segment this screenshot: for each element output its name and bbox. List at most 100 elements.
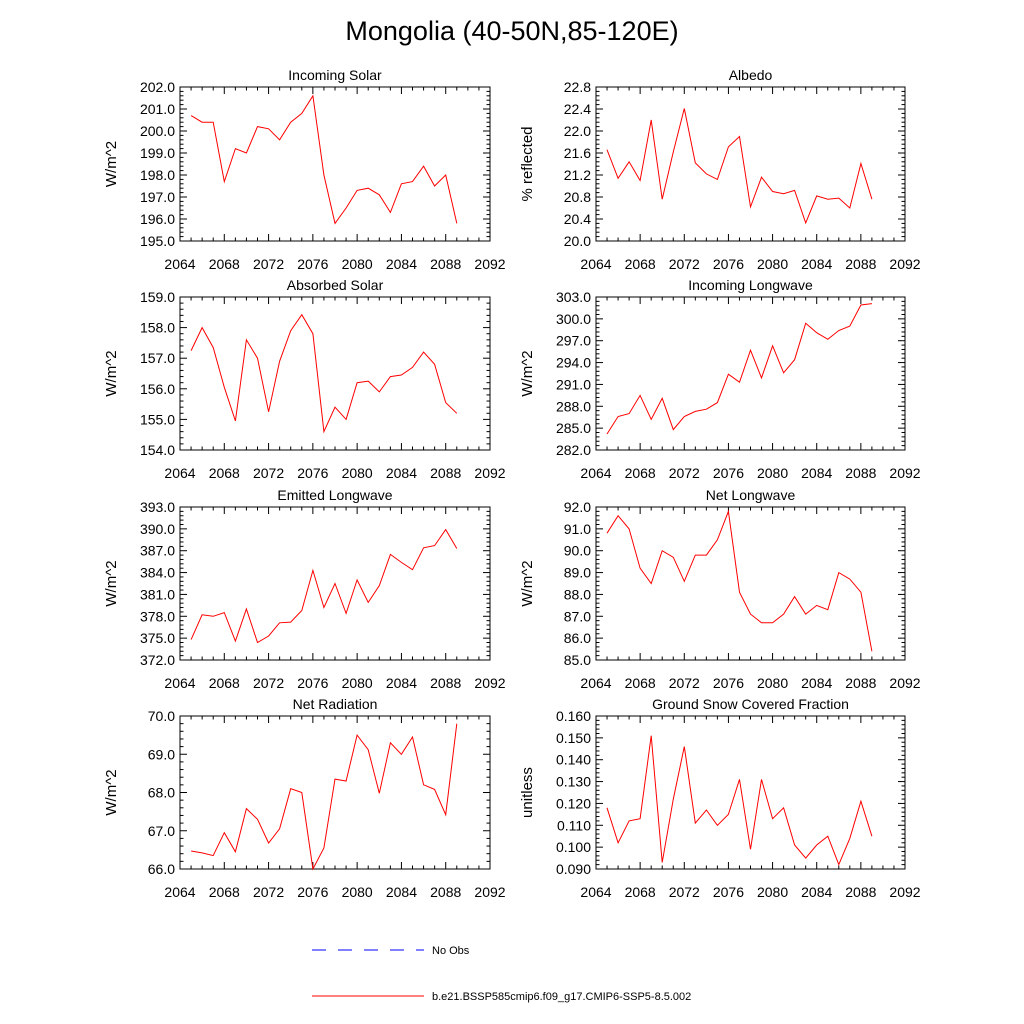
y-tick-label: 372.0 bbox=[140, 652, 175, 668]
y-tick-label: 0.160 bbox=[556, 708, 591, 724]
x-tick-label: 2088 bbox=[430, 465, 461, 481]
y-tick-label: 20.4 bbox=[564, 211, 591, 227]
x-tick-label: 2072 bbox=[669, 256, 700, 272]
panel-title: Albedo bbox=[729, 67, 773, 83]
y-tick-label: 390.0 bbox=[140, 521, 175, 537]
panel-5: Emitted Longwave W/m^2 2064 2068 2072 2076 208… bbox=[103, 487, 506, 691]
panel-4: Incoming Longwave W/m^2 2064 2068 2072 2076 20… bbox=[519, 277, 921, 481]
x-tick-label: 2092 bbox=[889, 675, 920, 691]
y-tick-label: 375.0 bbox=[140, 630, 175, 646]
y-tick-label: 88.0 bbox=[564, 586, 591, 602]
y-tick-label: 22.0 bbox=[564, 123, 591, 139]
x-tick-label: 2088 bbox=[845, 256, 876, 272]
x-tick-label: 2076 bbox=[713, 675, 744, 691]
y-tick-label: 197.0 bbox=[140, 189, 175, 205]
series-line bbox=[606, 303, 872, 435]
y-tick-label: 85.0 bbox=[564, 652, 591, 668]
panel-title: Ground Snow Covered Fraction bbox=[652, 696, 849, 712]
y-tick-label: 195.0 bbox=[140, 233, 175, 249]
y-tick-label: 303.0 bbox=[556, 289, 591, 305]
x-tick-label: 2076 bbox=[297, 884, 328, 900]
y-tick-label: 285.0 bbox=[556, 420, 591, 436]
y-tick-label: 0.140 bbox=[556, 752, 591, 768]
y-axis-label: W/m^2 bbox=[519, 560, 536, 606]
x-tick-label: 2092 bbox=[474, 256, 505, 272]
y-tick-label: 89.0 bbox=[564, 565, 591, 581]
panel-6: Net Longwave W/m^2 2064 2068 2072 2076 2080 208… bbox=[519, 487, 921, 691]
x-tick-label: 2064 bbox=[580, 256, 611, 272]
x-tick-label: 2080 bbox=[757, 465, 788, 481]
y-tick-label: 196.0 bbox=[140, 211, 175, 227]
x-tick-label: 2084 bbox=[801, 675, 832, 691]
y-tick-label: 300.0 bbox=[556, 311, 591, 327]
x-tick-label: 2092 bbox=[474, 675, 505, 691]
y-tick-label: 87.0 bbox=[564, 608, 591, 624]
x-tick-label: 2064 bbox=[164, 675, 195, 691]
y-tick-label: 0.150 bbox=[556, 730, 591, 746]
panel-title: Incoming Longwave bbox=[688, 277, 813, 293]
panel-title: Absorbed Solar bbox=[287, 277, 384, 293]
x-tick-label: 2080 bbox=[342, 884, 373, 900]
panel-title: Net Radiation bbox=[293, 696, 378, 712]
y-tick-label: 294.0 bbox=[556, 355, 591, 371]
x-tick-label: 2068 bbox=[209, 675, 240, 691]
x-tick-label: 2072 bbox=[669, 465, 700, 481]
x-tick-label: 2072 bbox=[253, 465, 284, 481]
y-tick-label: 202.0 bbox=[140, 79, 175, 95]
series-line bbox=[191, 723, 458, 871]
y-tick-label: 0.100 bbox=[556, 839, 591, 855]
y-tick-label: 67.0 bbox=[148, 823, 175, 839]
panel-7: Net Radiation W/m^2 2064 2068 2072 2076 2080 20… bbox=[103, 696, 506, 900]
y-tick-label: 159.0 bbox=[140, 289, 175, 305]
panel-title: Emitted Longwave bbox=[277, 487, 392, 503]
x-tick-label: 2088 bbox=[430, 884, 461, 900]
y-tick-label: 154.0 bbox=[140, 442, 175, 458]
y-axis-label: W/m^2 bbox=[103, 141, 120, 187]
x-tick-label: 2088 bbox=[845, 884, 876, 900]
legend: No Obs b.e21.BSSP585cmip6.f09_g17.CMIP6-… bbox=[312, 945, 691, 1003]
x-tick-label: 2092 bbox=[889, 884, 920, 900]
y-tick-label: 381.0 bbox=[140, 586, 175, 602]
x-tick-label: 2092 bbox=[889, 256, 920, 272]
x-tick-label: 2072 bbox=[669, 675, 700, 691]
x-tick-label: 2080 bbox=[342, 675, 373, 691]
y-tick-label: 387.0 bbox=[140, 543, 175, 559]
x-tick-label: 2072 bbox=[253, 675, 284, 691]
x-tick-label: 2092 bbox=[474, 884, 505, 900]
x-tick-label: 2072 bbox=[253, 884, 284, 900]
y-tick-label: 198.0 bbox=[140, 167, 175, 183]
y-axis-label: W/m^2 bbox=[103, 769, 120, 815]
panel-8: Ground Snow Covered Fraction unitless 2064… bbox=[519, 696, 921, 900]
figure-title: Mongolia (40-50N,85-120E) bbox=[345, 16, 678, 46]
x-tick-label: 2080 bbox=[757, 884, 788, 900]
x-tick-label: 2064 bbox=[580, 675, 611, 691]
y-tick-label: 201.0 bbox=[140, 101, 175, 117]
x-tick-label: 2088 bbox=[845, 465, 876, 481]
series-line bbox=[606, 108, 873, 225]
x-tick-label: 2084 bbox=[386, 465, 417, 481]
y-tick-label: 200.0 bbox=[140, 123, 175, 139]
y-tick-label: 90.0 bbox=[564, 543, 591, 559]
y-axis-label: W/m^2 bbox=[103, 560, 120, 606]
x-tick-label: 2068 bbox=[209, 884, 240, 900]
legend-model-label: b.e21.BSSP585cmip6.f09_g17.CMIP6-SSP5-8.… bbox=[432, 991, 691, 1003]
x-tick-label: 2076 bbox=[713, 884, 744, 900]
x-tick-label: 2084 bbox=[386, 675, 417, 691]
x-tick-label: 2092 bbox=[889, 465, 920, 481]
y-tick-label: 22.8 bbox=[564, 79, 591, 95]
x-tick-label: 2068 bbox=[625, 675, 656, 691]
y-tick-label: 21.2 bbox=[564, 167, 591, 183]
panel-2: Albedo % reflected 2064 2068 2072 2076 2080 208… bbox=[519, 67, 921, 272]
x-tick-label: 2084 bbox=[386, 256, 417, 272]
y-tick-label: 92.0 bbox=[564, 499, 591, 515]
x-tick-label: 2084 bbox=[801, 884, 832, 900]
y-tick-label: 0.110 bbox=[557, 817, 591, 833]
y-tick-label: 91.0 bbox=[564, 521, 591, 537]
y-axis-label: % reflected bbox=[519, 126, 536, 201]
series-line bbox=[190, 313, 458, 434]
x-tick-label: 2092 bbox=[474, 465, 505, 481]
x-tick-label: 2072 bbox=[253, 256, 284, 272]
x-tick-label: 2080 bbox=[757, 256, 788, 272]
x-tick-label: 2068 bbox=[625, 465, 656, 481]
